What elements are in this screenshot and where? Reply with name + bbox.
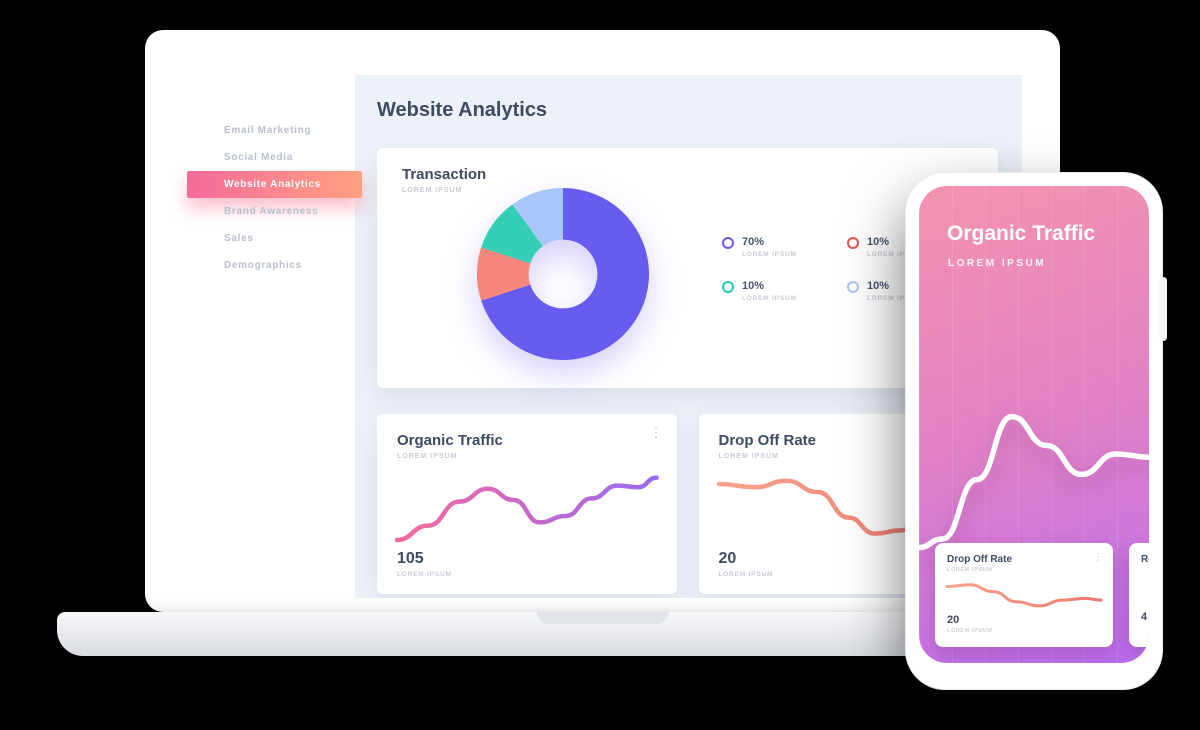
laptop-notch xyxy=(536,612,669,624)
legend-marker-icon xyxy=(847,281,859,293)
sidebar-item-email-marketing[interactable]: Email Marketing xyxy=(224,125,312,136)
legend-label: LOREM IPSUM xyxy=(867,251,922,258)
legend-item: 10% LOREM IPSUM xyxy=(847,236,972,258)
phone-screen: Organic Traffic LOREM IPSUM ⋮ Drop Off R… xyxy=(919,186,1149,663)
legend-label: LOREM IPSUM xyxy=(742,251,797,258)
legend-marker-icon xyxy=(847,237,859,249)
dashboard-sidebar: Email Marketing Social Media Website Ana… xyxy=(175,75,362,598)
legend-value: 10% xyxy=(742,280,765,292)
donut-segment xyxy=(477,247,531,301)
legend-marker-icon xyxy=(722,237,734,249)
legend-item: 10% LOREM IPSUM xyxy=(847,280,972,302)
kebab-menu-icon[interactable]: ⋮ xyxy=(649,425,663,440)
legend-item: 10% LOREM IPSUM xyxy=(722,280,847,302)
phone-title: Organic Traffic xyxy=(947,222,1096,245)
phone-cards-row: ⋮ Drop Off Rate LOREM IPSUM 20 LOREM IPS… xyxy=(935,543,1149,647)
phone-mockup: Organic Traffic LOREM IPSUM ⋮ Drop Off R… xyxy=(905,172,1167,690)
sidebar-item-sales[interactable]: Sales xyxy=(224,233,254,244)
legend-value: 70% xyxy=(742,236,765,248)
phone-mini-line-chart xyxy=(945,583,1103,608)
drop-off-rate-title: Drop Off Rate xyxy=(718,432,817,449)
transaction-subtitle: LOREM IPSUM xyxy=(402,187,463,194)
organic-traffic-value-label: LOREM IPSUM xyxy=(397,571,452,578)
phone-card-title: Re xyxy=(1141,554,1149,565)
organic-traffic-line-chart xyxy=(394,475,659,543)
phone-wave-chart xyxy=(919,413,1149,551)
legend-value: 10% xyxy=(867,236,890,248)
phone-card-drop-off: ⋮ Drop Off Rate LOREM IPSUM 20 LOREM IPS… xyxy=(935,543,1113,647)
organic-traffic-subtitle: LOREM IPSUM xyxy=(397,453,458,460)
phone-card-subtitle: LOREM IPSUM xyxy=(947,567,993,573)
drop-off-rate-value-label: LOREM IPSUM xyxy=(718,571,774,578)
phone-side-button xyxy=(1160,277,1167,341)
donut-segment xyxy=(512,188,563,247)
donut-segment xyxy=(481,188,649,360)
organic-traffic-value: 105 xyxy=(397,550,424,567)
transaction-legend: 70% LOREM IPSUM 10% LOREM IPSUM xyxy=(722,236,972,302)
legend-marker-icon xyxy=(722,281,734,293)
donut-segment xyxy=(481,204,543,264)
phone-subtitle: LOREM IPSUM xyxy=(948,258,1047,269)
legend-item: 70% LOREM IPSUM xyxy=(722,236,847,258)
transaction-donut-chart xyxy=(477,188,649,360)
kebab-menu-icon[interactable]: ⋮ xyxy=(1093,552,1103,563)
phone-card-value: 4 xyxy=(1141,611,1148,623)
phone-card-value-label: LOREM IPSUM xyxy=(947,628,993,634)
page-title: Website Analytics xyxy=(377,99,548,121)
organic-traffic-title: Organic Traffic xyxy=(397,432,503,449)
sidebar-item-brand-awareness[interactable]: Brand Awareness xyxy=(224,206,319,217)
phone-card-value: 20 xyxy=(947,614,960,626)
organic-traffic-card: ⋮ Organic Traffic LOREM IPSUM 105 LOREM … xyxy=(377,414,677,594)
transaction-card: Transaction LOREM IPSUM 70% LOREM IPSUM xyxy=(377,148,998,388)
drop-off-rate-value: 20 xyxy=(718,550,737,567)
phone-card-partial: Re 4 xyxy=(1129,543,1149,647)
transaction-title: Transaction xyxy=(402,166,487,183)
sidebar-item-demographics[interactable]: Demographics xyxy=(224,260,302,271)
sidebar-item-social-media[interactable]: Social Media xyxy=(224,152,293,163)
legend-value: 10% xyxy=(867,280,890,292)
phone-card-title: Drop Off Rate xyxy=(947,554,1012,565)
sidebar-item-website-analytics[interactable]: Website Analytics xyxy=(187,171,362,198)
legend-label: LOREM IPSUM xyxy=(742,295,797,302)
legend-label: LOREM IPSUM xyxy=(867,295,922,302)
drop-off-rate-subtitle: LOREM IPSUM xyxy=(718,453,779,460)
